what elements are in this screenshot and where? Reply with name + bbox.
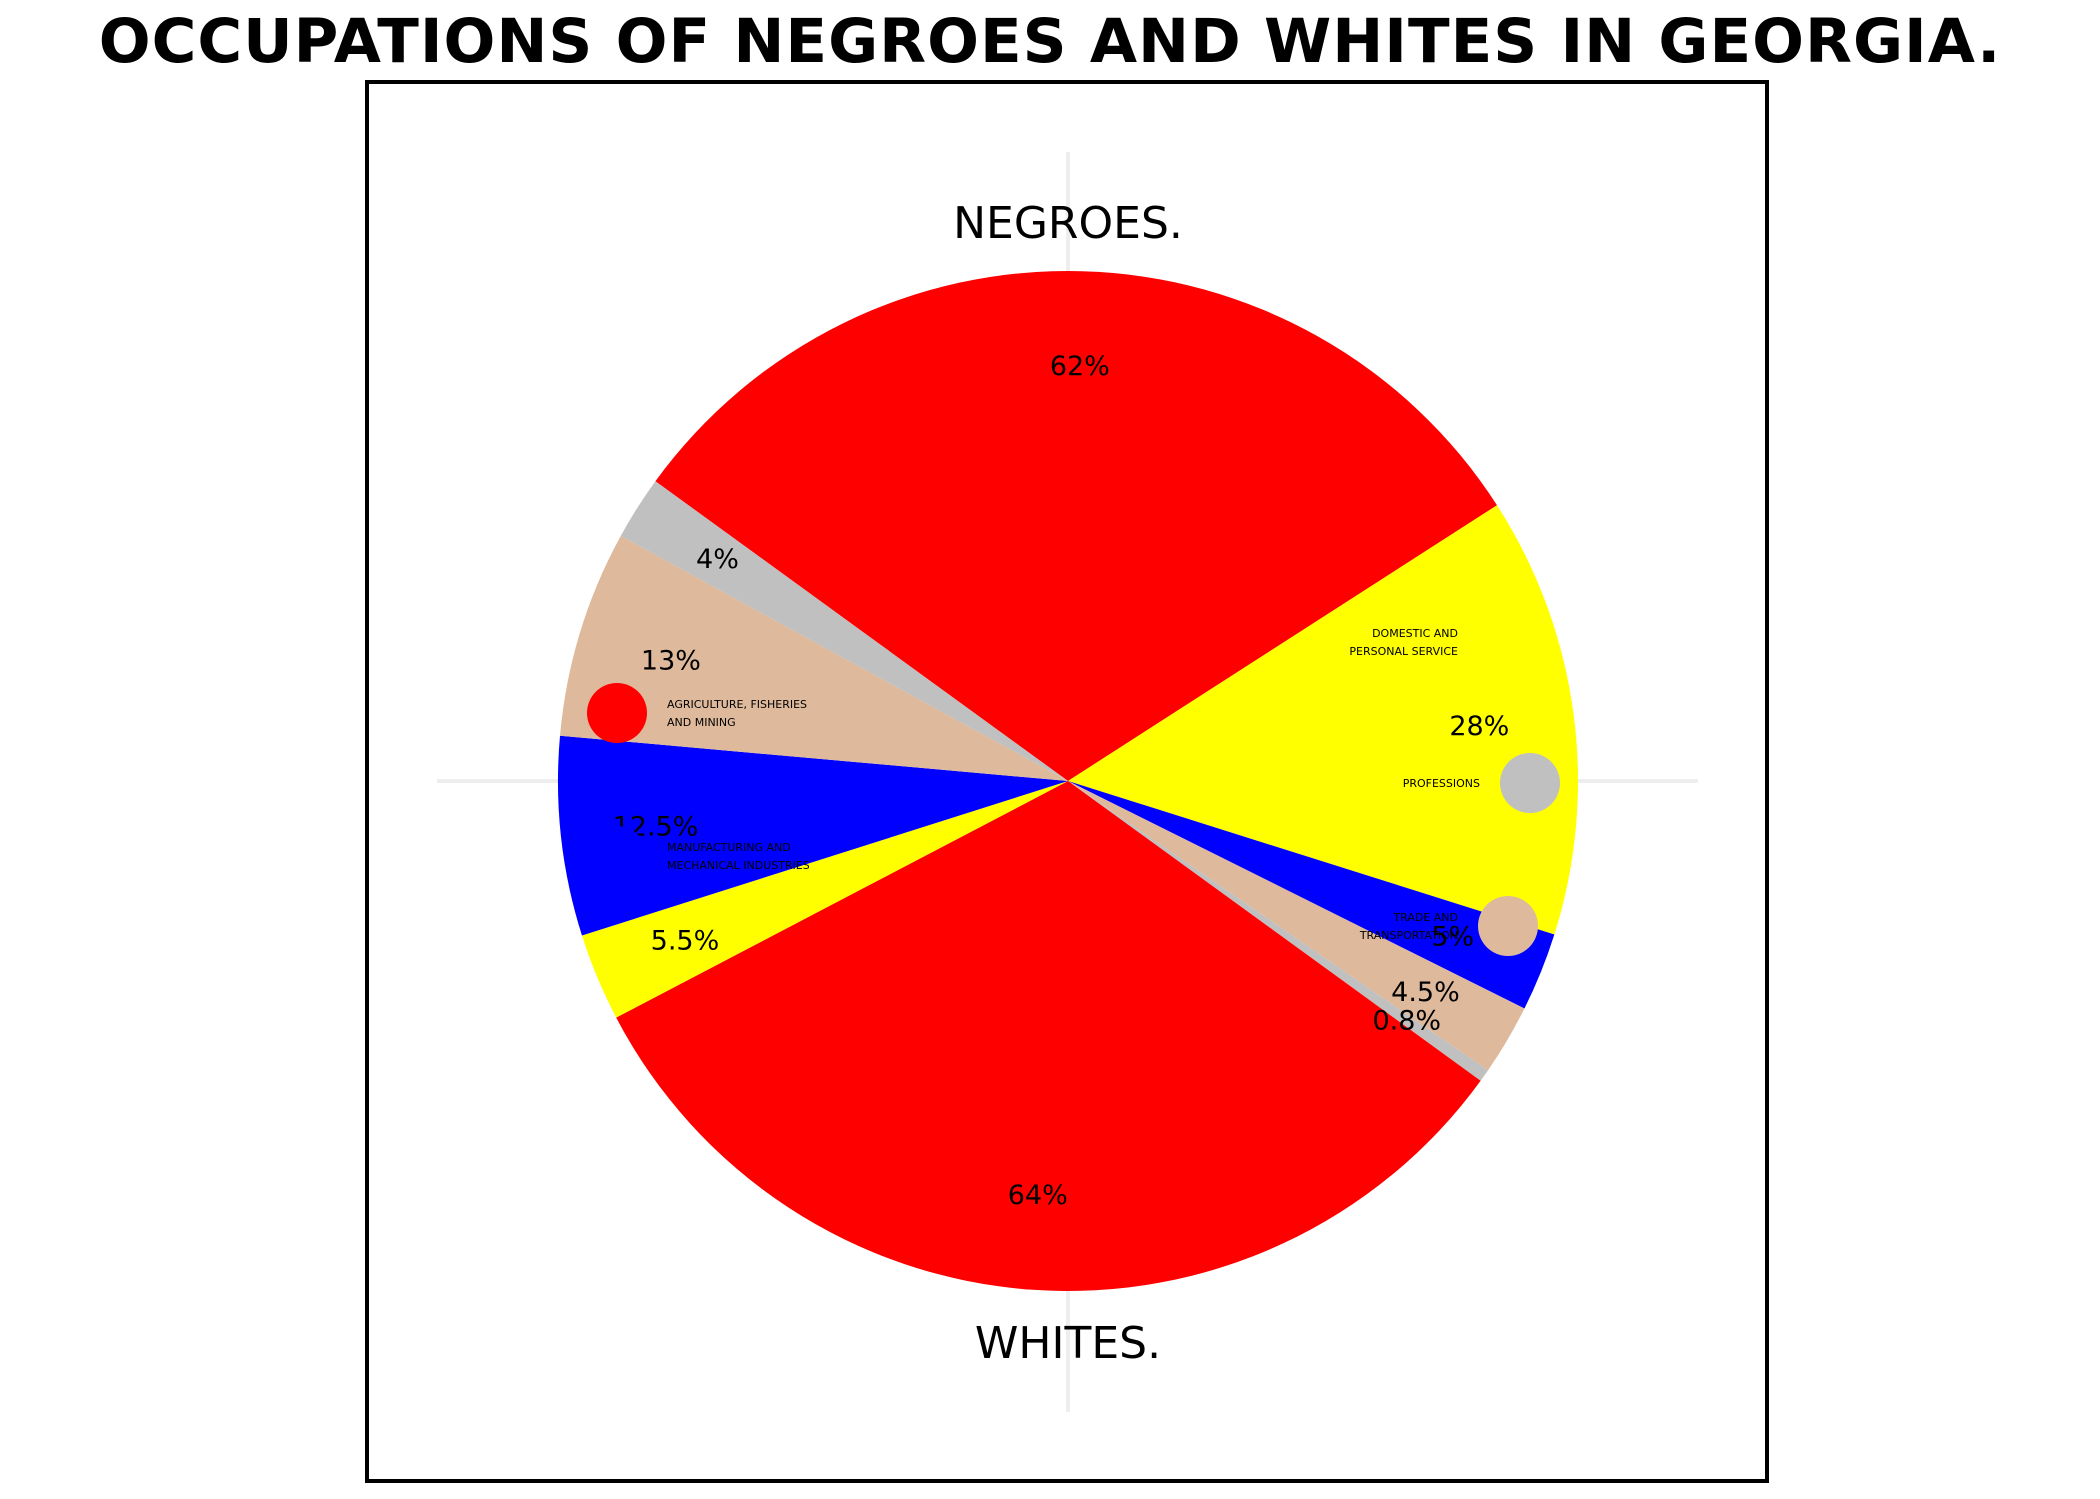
whites-label-agriculture: 64% xyxy=(1008,1180,1068,1211)
whites-slice-agriculture xyxy=(616,781,1481,1292)
negroes-label-agriculture: 62% xyxy=(1050,351,1110,382)
legend-text-line: TRADE AND xyxy=(1392,911,1458,924)
legend-text-line: MANUFACTURING AND xyxy=(667,841,791,854)
negroes-slice-trade xyxy=(1068,781,1525,1071)
legend-text-line: DOMESTIC AND xyxy=(1372,627,1458,640)
whites-slice-domestic xyxy=(581,781,1068,1018)
series-label-whites: WHITES. xyxy=(975,1318,1161,1369)
legend-swatch xyxy=(1478,896,1538,956)
legend-text-line: AGRICULTURE, FISHERIES xyxy=(667,698,807,711)
legend-text-line: PERSONAL SERVICE xyxy=(1349,645,1458,658)
legend-item-agriculture: AGRICULTURE, FISHERIES AND MINING xyxy=(587,683,807,743)
negroes-label-professions: 0.8% xyxy=(1372,1006,1441,1037)
legend-item-trade: TRADE AND TRANSPORTATION xyxy=(1359,896,1538,956)
slice-labels: 62%28%5%4.5%0.8%64%5.5%12.5%13%4% xyxy=(613,351,1510,1211)
whites-slice-manufacturing xyxy=(558,735,1068,936)
legend-text-line: TRANSPORTATION xyxy=(1359,929,1458,942)
legend-item-domestic: DOMESTIC AND PERSONAL SERVICE xyxy=(1349,612,1538,672)
negroes-slice-domestic xyxy=(1068,505,1578,935)
negroes-label-manufacturing: 5% xyxy=(1431,921,1474,952)
whites-slice-trade xyxy=(560,535,1068,781)
legend-item-professions: PROFESSIONS xyxy=(1403,753,1560,813)
legend-swatch xyxy=(587,826,647,886)
legend-item-manufacturing: MANUFACTURING AND MECHANICAL INDUSTRIES xyxy=(587,826,810,886)
series-label-negroes: NEGROES. xyxy=(953,198,1183,249)
chart-title: OCCUPATIONS OF NEGROES AND WHITES IN GEO… xyxy=(98,6,2002,77)
legend-text-line: MECHANICAL INDUSTRIES xyxy=(667,859,810,872)
whites-label-trade: 13% xyxy=(641,645,701,676)
legend: AGRICULTURE, FISHERIES AND MINING MANUFAC… xyxy=(587,612,1560,956)
negroes-slice-manufacturing xyxy=(1068,781,1555,1009)
legend-swatch xyxy=(1500,753,1560,813)
whites-slice-professions xyxy=(620,481,1068,781)
whites-label-professions: 4% xyxy=(696,544,739,575)
negroes-label-trade: 4.5% xyxy=(1391,977,1460,1008)
legend-text-line: AND MINING xyxy=(667,716,736,729)
negroes-label-domestic: 28% xyxy=(1449,711,1509,742)
legend-text-line: PROFESSIONS xyxy=(1403,777,1480,790)
negroes-slice-agriculture xyxy=(655,271,1498,781)
legend-swatch xyxy=(1478,612,1538,672)
pie-slices xyxy=(558,271,1578,1292)
legend-swatch xyxy=(587,683,647,743)
whites-label-domestic: 5.5% xyxy=(651,926,720,957)
negroes-slice-professions xyxy=(1068,781,1488,1081)
